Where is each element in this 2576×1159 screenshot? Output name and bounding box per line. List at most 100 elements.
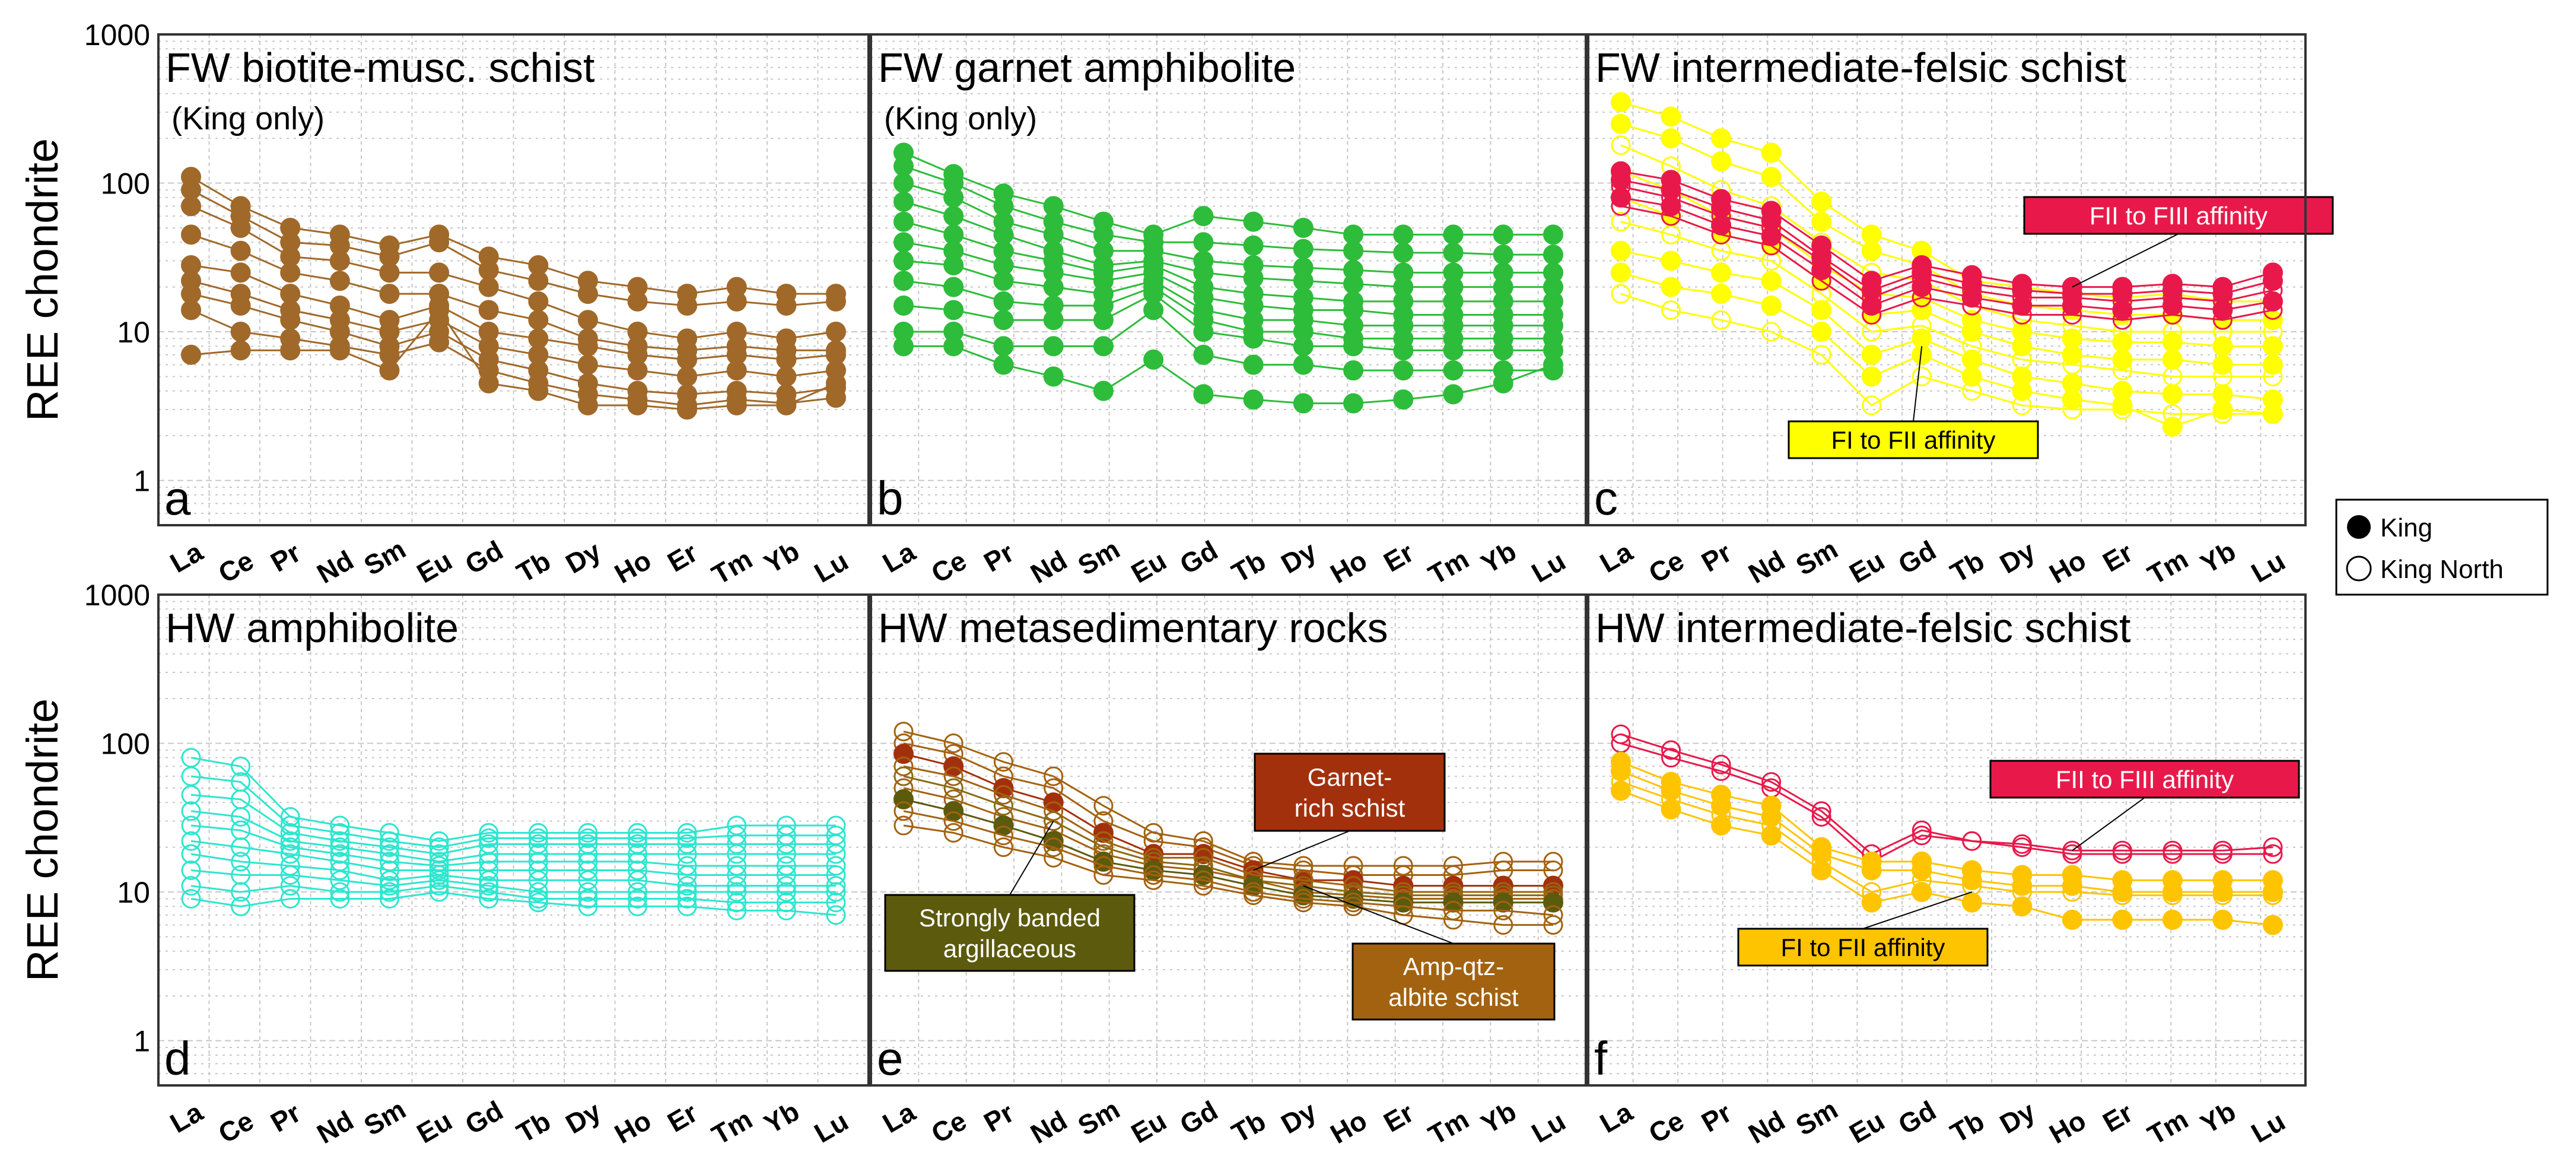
- data-point: [231, 865, 251, 885]
- data-point: [2112, 360, 2132, 380]
- data-point: [578, 860, 598, 880]
- panel-b-series-10: [893, 336, 1563, 414]
- data-point: [528, 828, 548, 848]
- x-tick-label: Er: [1378, 536, 1419, 577]
- data-point: [1343, 896, 1363, 916]
- data-point: [2263, 844, 2283, 864]
- data-point: [2212, 844, 2232, 864]
- data-point: [1443, 360, 1464, 381]
- data-point: [1761, 251, 1782, 271]
- data-point: [1393, 340, 1414, 361]
- data-point: [1661, 799, 1681, 820]
- data-point: [893, 250, 914, 271]
- data-point: [1343, 336, 1364, 357]
- data-point: [826, 373, 846, 393]
- data-point: [329, 340, 350, 361]
- data-point: [1493, 900, 1513, 920]
- data-point: [826, 905, 846, 925]
- x-tick-label: Sm: [358, 1094, 411, 1142]
- panel-e-series-8: [893, 815, 1563, 935]
- x-tick-label: Pr: [1696, 1097, 1737, 1138]
- panel-c-series-12: [1611, 187, 2283, 320]
- data-point: [330, 889, 350, 909]
- panel-e-annotation-2: Amp-qtz-albite schist: [1303, 885, 1556, 1021]
- data-point: [1293, 239, 1314, 259]
- data-point: [1661, 277, 1681, 297]
- data-point: [993, 336, 1014, 357]
- x-tick-label: Yb: [2195, 1096, 2241, 1139]
- data-point: [1961, 366, 1982, 387]
- data-point: [1343, 360, 1364, 381]
- data-point: [826, 876, 846, 896]
- x-tick-label: Gd: [460, 535, 508, 580]
- data-point: [577, 395, 598, 416]
- data-point: [2112, 349, 2133, 370]
- data-point: [578, 896, 598, 916]
- x-tick-label: Yb: [759, 1096, 804, 1139]
- data-point: [677, 882, 697, 902]
- data-point: [1761, 142, 1782, 163]
- data-point: [280, 262, 301, 283]
- data-point: [1912, 277, 1932, 297]
- data-point: [1044, 847, 1064, 868]
- data-point: [628, 896, 648, 916]
- panel-e: Garnet-rich schist Strongly banded argilla…: [870, 593, 1587, 1151]
- panel-b-subtitle: (King only): [884, 101, 1037, 136]
- data-point: [577, 284, 598, 304]
- panel-a-series-8: [181, 300, 846, 420]
- data-point: [231, 772, 251, 792]
- data-point: [1193, 344, 1214, 365]
- data-point: [1861, 240, 1882, 261]
- data-point: [2162, 404, 2183, 424]
- x-tick-label: Tb: [1226, 1106, 1271, 1149]
- data-point: [231, 882, 251, 902]
- data-point: [1961, 322, 1982, 342]
- annotation-box: [1737, 928, 1989, 967]
- panel-c-series-13: [1611, 196, 2283, 330]
- data-point: [479, 860, 499, 880]
- data-point: [528, 882, 548, 902]
- data-point: [231, 756, 251, 776]
- data-point: [181, 766, 201, 786]
- y-tick-label: 1: [133, 465, 150, 498]
- data-point: [893, 815, 914, 836]
- data-point: [230, 217, 251, 238]
- data-point: [1193, 322, 1214, 342]
- data-point: [1761, 167, 1782, 188]
- data-point: [1493, 244, 1513, 265]
- data-point: [2112, 332, 2133, 353]
- data-point: [1661, 740, 1681, 760]
- panel-d-series-2: [181, 785, 846, 864]
- data-point: [1343, 240, 1364, 261]
- data-point: [893, 801, 914, 821]
- x-tick-label: Eu: [412, 545, 457, 589]
- data-point: [280, 340, 301, 361]
- x-tick-label: La: [1595, 536, 1638, 579]
- panel-f-series-1: [1611, 733, 2283, 872]
- panel-e-label: e: [877, 1032, 904, 1085]
- data-point: [776, 834, 796, 854]
- data-point: [993, 825, 1013, 846]
- data-point: [1711, 224, 1731, 244]
- y-tick-label: 100: [101, 728, 150, 761]
- data-point: [1661, 206, 1681, 226]
- data-point: [479, 828, 499, 848]
- data-point: [1393, 389, 1414, 410]
- data-point: [2212, 336, 2233, 357]
- x-tick-label: Ce: [926, 1105, 972, 1149]
- data-point: [231, 852, 251, 872]
- panel-c-series-6: [1611, 240, 2283, 410]
- panel-c-frame: [1587, 33, 2307, 526]
- data-point: [776, 395, 797, 416]
- data-point: [478, 373, 499, 393]
- data-point: [1912, 820, 1932, 840]
- data-point: [1611, 196, 1631, 216]
- panel-c: FII to FIII affinity FI to FII affinity FW…: [1587, 33, 2334, 590]
- x-tick-label: Tm: [707, 1103, 758, 1151]
- panel-b-label: b: [877, 472, 904, 525]
- data-point: [1711, 262, 1732, 283]
- data-point: [1193, 870, 1213, 890]
- x-tick-label: Nd: [1025, 544, 1072, 589]
- x-tick-label: Lu: [809, 545, 854, 589]
